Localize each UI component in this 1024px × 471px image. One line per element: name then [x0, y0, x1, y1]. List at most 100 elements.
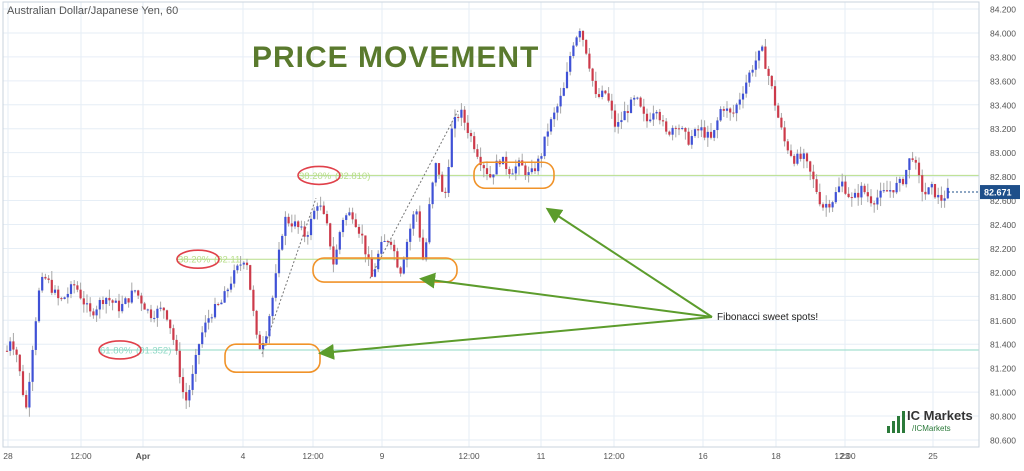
- sweet-spot-zone: [312, 257, 458, 283]
- candle-body: [738, 99, 741, 105]
- x-tick-label: 23: [840, 451, 850, 461]
- candle-body: [674, 127, 677, 129]
- candle-body: [15, 349, 18, 355]
- candle-body: [866, 192, 869, 197]
- candle-body: [527, 172, 530, 176]
- y-tick-label: 82.400: [990, 220, 1016, 230]
- candle-body: [63, 297, 66, 299]
- candle-body: [460, 109, 463, 118]
- candle-body: [889, 190, 892, 192]
- candle-body: [9, 341, 12, 351]
- candle-body: [108, 297, 111, 301]
- candle-body: [393, 244, 396, 252]
- candle-body: [799, 153, 802, 159]
- candle-body: [847, 193, 850, 198]
- candle-body: [345, 215, 348, 220]
- candle-body: [873, 203, 876, 205]
- y-tick-label: 83.800: [990, 52, 1016, 62]
- candle-body: [895, 182, 898, 193]
- candle-body: [255, 310, 258, 335]
- candle-body: [585, 39, 588, 54]
- x-tick-label: 4: [241, 451, 246, 461]
- candle-body: [204, 322, 207, 333]
- candle-body: [98, 300, 101, 310]
- candle-body: [434, 163, 437, 183]
- fib-helper-line: [261, 197, 317, 354]
- candle-body: [837, 186, 841, 193]
- candle-body: [28, 381, 31, 408]
- candle-body: [898, 178, 901, 183]
- candle-body: [764, 46, 767, 69]
- candle-body: [114, 300, 117, 303]
- candle-body: [533, 168, 537, 172]
- candle-body: [415, 211, 418, 215]
- candle-body: [514, 166, 517, 174]
- candle-body: [332, 246, 335, 265]
- candle-body: [914, 159, 917, 163]
- candle-body: [380, 241, 383, 254]
- candle-body: [220, 302, 223, 305]
- sweet-spot-zone: [473, 161, 555, 190]
- candle-body: [297, 221, 300, 228]
- candle-body: [485, 168, 489, 175]
- fib-highlight-circle: [176, 249, 220, 270]
- candle-body: [565, 71, 569, 89]
- svg-text:IC Markets: IC Markets: [907, 408, 973, 423]
- candle-body: [361, 233, 364, 236]
- candle-body: [850, 197, 853, 199]
- candle-body: [729, 108, 732, 113]
- fib-level-price: (82.810): [335, 171, 370, 182]
- candle-body: [879, 190, 882, 198]
- y-tick-label: 81.800: [990, 292, 1016, 302]
- candle-body: [924, 191, 927, 195]
- candle-body: [546, 131, 549, 137]
- candle-body: [901, 178, 905, 185]
- y-tick-label: 82.800: [990, 172, 1016, 182]
- candle-body: [639, 97, 642, 107]
- candle-body: [831, 202, 834, 208]
- candle-body: [284, 216, 287, 236]
- candle-body: [857, 192, 860, 198]
- candle-body: [466, 122, 469, 133]
- candle-body: [613, 110, 617, 127]
- candle-body: [37, 290, 41, 322]
- candle-body: [524, 165, 527, 176]
- x-tick-label: 11: [537, 451, 546, 461]
- candle-body: [431, 182, 434, 205]
- candle-body: [501, 156, 505, 165]
- candle-body: [226, 289, 229, 292]
- candle-body: [495, 160, 498, 175]
- candle-body: [236, 265, 239, 271]
- candle-body: [261, 343, 265, 350]
- candle-body: [85, 303, 89, 305]
- y-tick-label: 83.400: [990, 100, 1016, 110]
- candle-body: [293, 221, 297, 227]
- annotation-arrow: [545, 207, 713, 318]
- y-tick-label: 81.200: [990, 364, 1016, 374]
- candle-body: [396, 251, 399, 268]
- candle-body: [933, 184, 937, 198]
- candle-body: [543, 136, 546, 157]
- icmarkets-logo: IC Markets /ICMarkets: [887, 408, 973, 433]
- candle-body: [101, 300, 105, 305]
- candle-body: [31, 349, 34, 382]
- y-tick-label: 83.000: [990, 148, 1016, 158]
- candle-body: [610, 100, 613, 111]
- candle-body: [818, 191, 821, 205]
- candle-body: [201, 332, 204, 345]
- last-price-value: 82.671: [984, 188, 1012, 198]
- candle-body: [252, 289, 255, 311]
- candle-body: [626, 111, 629, 113]
- candle-body: [905, 169, 908, 185]
- candle-body: [89, 303, 92, 312]
- candle-body: [348, 212, 351, 216]
- candle-body: [367, 254, 370, 259]
- candle-body: [242, 262, 245, 265]
- candle-body: [421, 237, 425, 260]
- candle-body: [92, 311, 95, 316]
- candle-body: [937, 194, 940, 198]
- candle-body: [549, 119, 553, 132]
- x-tick-label: 12:00: [70, 451, 92, 461]
- candle-body: [869, 196, 873, 204]
